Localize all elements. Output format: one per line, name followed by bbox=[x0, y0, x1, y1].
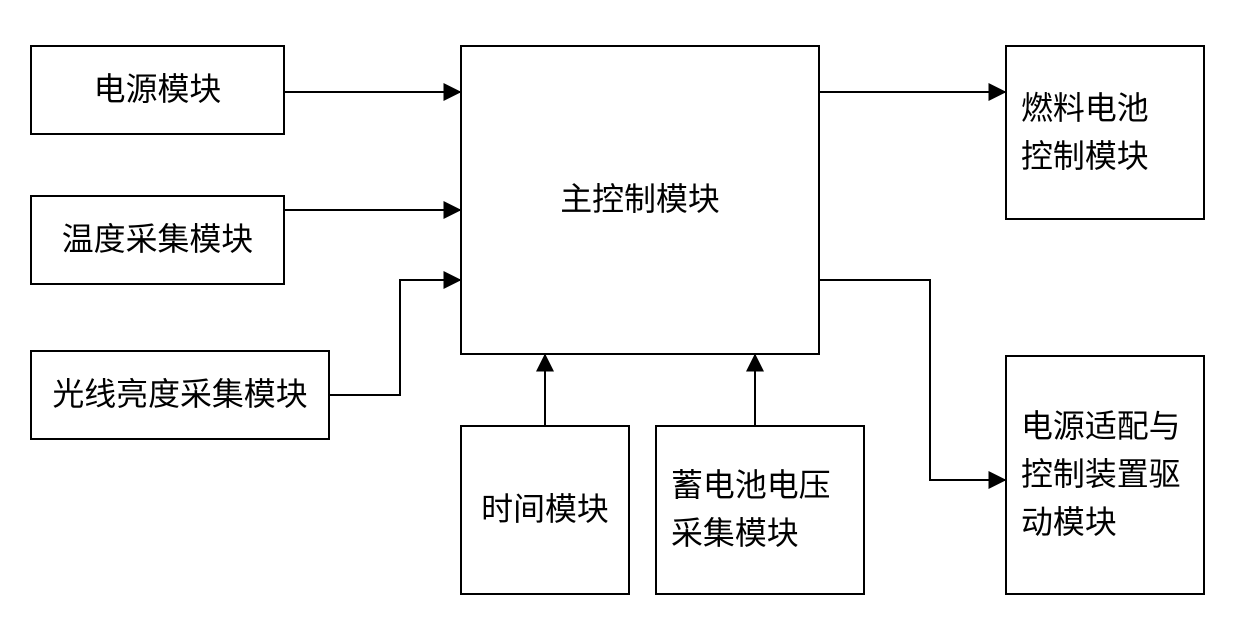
node-adapter: 电源适配与 控制装置驱 动模块 bbox=[1005, 355, 1205, 595]
node-main: 主控制模块 bbox=[460, 45, 820, 355]
node-label: 温度采集模块 bbox=[46, 216, 269, 264]
node-label: 燃料电池 控制模块 bbox=[1021, 85, 1189, 181]
node-label: 光线亮度采集模块 bbox=[46, 371, 314, 419]
node-label: 时间模块 bbox=[476, 486, 614, 534]
node-label: 电源模块 bbox=[46, 66, 269, 114]
node-label: 主控制模块 bbox=[476, 176, 804, 224]
node-battv: 蓄电池电压 采集模块 bbox=[655, 425, 865, 595]
node-label: 电源适配与 控制装置驱 动模块 bbox=[1021, 403, 1189, 547]
node-label: 蓄电池电压 采集模块 bbox=[671, 462, 849, 558]
node-fuelcell: 燃料电池 控制模块 bbox=[1005, 45, 1205, 220]
node-time: 时间模块 bbox=[460, 425, 630, 595]
edge-light-to-main bbox=[330, 280, 460, 395]
node-temp: 温度采集模块 bbox=[30, 195, 285, 285]
node-power: 电源模块 bbox=[30, 45, 285, 135]
diagram-canvas: 电源模块温度采集模块光线亮度采集模块 主控制模块时间模块 蓄电池电压 采集模块 燃料电… bbox=[0, 0, 1239, 642]
node-light: 光线亮度采集模块 bbox=[30, 350, 330, 440]
